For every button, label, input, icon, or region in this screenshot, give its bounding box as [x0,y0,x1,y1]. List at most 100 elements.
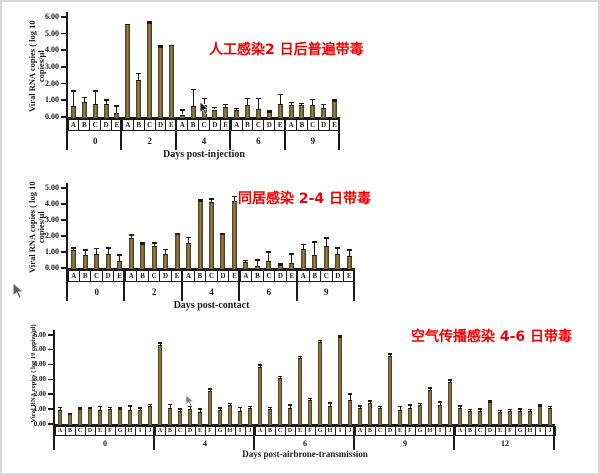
error-bar [138,73,140,81]
bar [255,108,261,118]
error-bar-cap [68,412,72,415]
error-bar-cap [117,254,123,256]
group-day-label: 6 [266,287,272,297]
error-bar-cap [94,247,100,250]
bar [300,248,306,269]
bar [332,101,338,118]
bar [70,106,76,118]
error-bar [279,94,281,104]
bar [118,409,122,425]
error-bar-cap [458,405,462,407]
red-annotation-contact: 同居感染 2-4 日带毒 [238,191,372,207]
error-bar-cap [88,406,92,409]
group-day-label: 6 [303,439,307,448]
error-bar [83,97,85,102]
bar [190,106,196,118]
bar [103,103,109,118]
error-bar-cap [218,407,222,409]
bar [151,245,157,269]
error-bar-cap [179,109,185,111]
bar [258,366,262,425]
x-axis-title: Days post-injection [163,149,245,160]
red-annotation-airborne: 空气传播感染 4-6 日带毒 [411,329,573,345]
error-bar-cap [163,248,169,251]
error-bar [139,408,141,410]
error-bar [289,405,291,409]
bar [508,411,512,425]
x-category-label: C [205,270,218,282]
error-bar-cap [448,379,452,381]
error-bar-cap [338,335,342,337]
error-bar-cap [245,97,251,100]
error-bar [268,252,270,261]
bar [243,261,249,269]
error-bar-cap [378,405,382,408]
error-bar-cap [548,405,552,408]
x-category-label: J [544,426,556,436]
error-bar-cap [321,103,327,105]
bar [438,404,442,425]
error-bar [269,407,271,410]
error-bar [59,407,61,410]
y-tick-label: 2.00 [33,389,46,398]
error-bar [302,244,304,249]
error-bar-cap [243,259,249,262]
y-tick-mark [61,219,66,221]
error-bar [203,98,205,105]
error-bar [109,407,111,410]
error-bar [189,406,191,410]
error-bar [348,250,350,256]
group-separator [295,270,298,301]
error-bar-cap [478,408,482,410]
error-bar [329,403,331,407]
error-bar [337,248,339,254]
error-bar [323,104,325,108]
error-bar-cap [197,199,203,201]
error-bar [319,340,321,343]
bar [346,256,352,269]
error-bar-cap [310,98,316,100]
error-bar [225,104,227,107]
y-tick-mark [48,378,53,380]
bar [209,201,214,269]
error-bar [499,410,501,413]
error-bar-cap [438,401,442,403]
error-bar-cap [108,406,112,409]
error-bar [130,235,132,238]
error-bar [299,356,301,358]
bar [312,255,318,269]
error-bar-cap [140,242,146,244]
error-bar-cap [228,402,232,405]
error-bar [309,398,311,401]
bar [277,264,283,269]
bar [117,260,123,269]
error-bar [247,98,249,106]
bar [114,112,120,118]
bar [234,109,240,118]
y-tick-label: 4.00 [45,45,59,55]
bar [94,254,100,269]
error-bar-cap [208,388,212,390]
bar [108,409,112,425]
error-bar [489,401,491,403]
group-day-label: 0 [103,439,107,448]
error-bar-cap [277,93,283,95]
group-separator [180,270,183,301]
error-bar-cap [98,405,102,408]
y-tick-label: 2.00 [45,231,59,241]
error-bar-cap [299,102,305,105]
bar [348,399,352,425]
error-bar [99,406,101,410]
y-tick-mark [61,82,66,85]
error-bar-cap [248,405,252,408]
bar [268,409,272,425]
group-day-label: 4 [203,439,207,448]
bar [266,112,272,118]
group-day-label: 2 [151,287,157,297]
y-tick-mark [61,203,66,205]
error-bar-cap [268,406,272,409]
error-bar [116,106,118,113]
bar [105,254,111,269]
error-bar [459,406,461,408]
